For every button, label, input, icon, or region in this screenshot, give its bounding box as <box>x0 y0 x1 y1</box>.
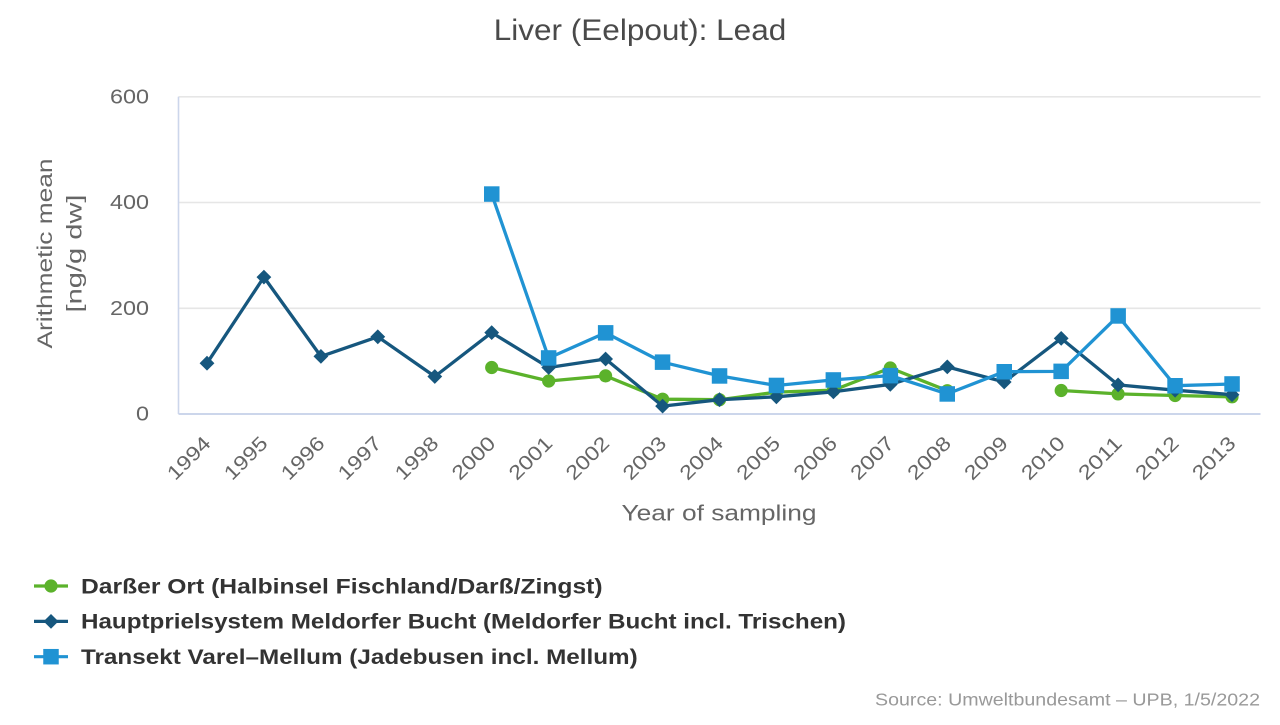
svg-text:0: 0 <box>136 404 149 426</box>
svg-text:400: 400 <box>110 192 149 214</box>
svg-text:Source: Umweltbundesamt – UPB,: Source: Umweltbundesamt – UPB, 1/5/2022 <box>875 690 1260 710</box>
svg-text:[ng/g dw]: [ng/g dw] <box>64 195 87 313</box>
svg-text:Arithmetic mean: Arithmetic mean <box>34 159 57 349</box>
svg-text:Liver (Eelpout): Lead: Liver (Eelpout): Lead <box>494 14 787 47</box>
svg-text:Darßer Ort (Halbinsel Fischlan: Darßer Ort (Halbinsel Fischland/Darß/Zin… <box>81 575 603 598</box>
svg-text:200: 200 <box>110 298 149 320</box>
svg-text:Transekt Varel–Mellum (Jadebus: Transekt Varel–Mellum (Jadebusen incl. M… <box>81 646 638 669</box>
svg-text:Hauptprielsystem Meldorfer Buc: Hauptprielsystem Meldorfer Bucht (Meldor… <box>81 611 846 634</box>
svg-text:Year of sampling: Year of sampling <box>622 501 817 526</box>
svg-text:600: 600 <box>110 86 149 108</box>
